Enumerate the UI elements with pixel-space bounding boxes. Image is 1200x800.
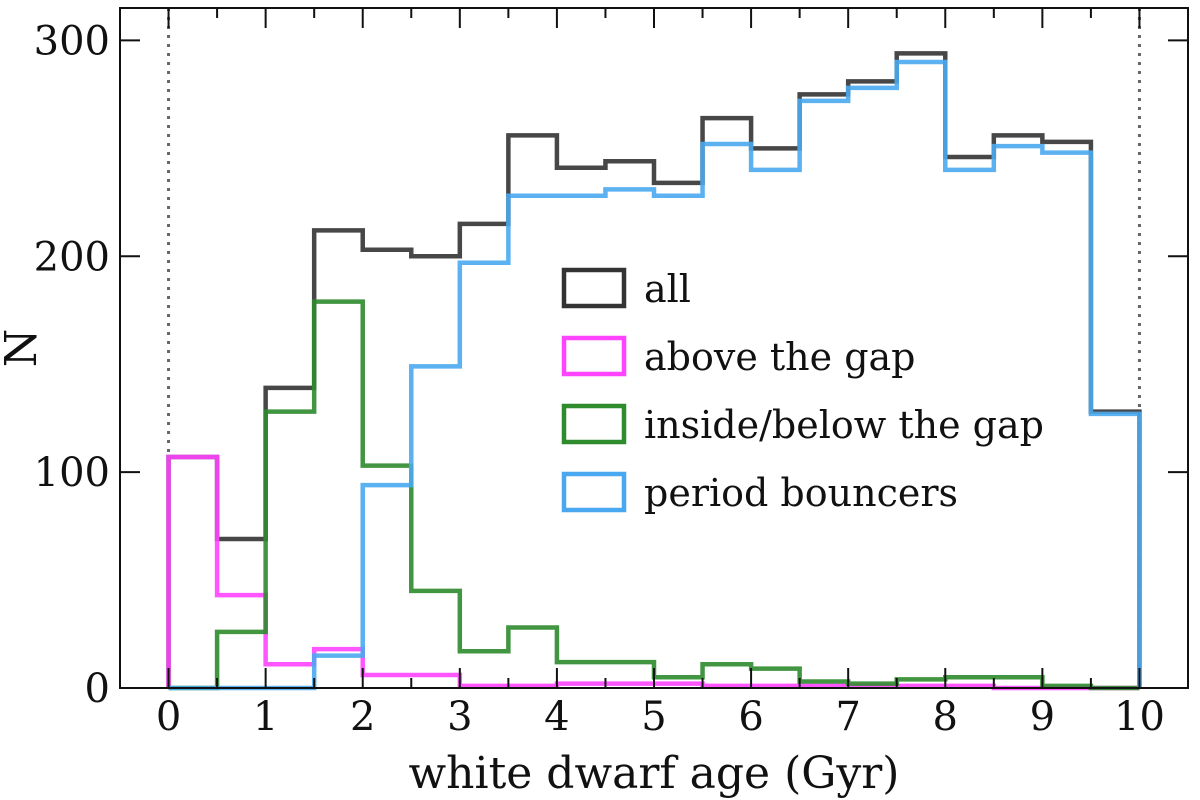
legend-swatch [561, 267, 627, 309]
x-tick-label: 7 [835, 694, 860, 740]
x-tick-label: 8 [933, 694, 958, 740]
x-tick-label: 6 [738, 694, 763, 740]
y-tick-label: 100 [34, 450, 110, 496]
legend-label: period bouncers [644, 471, 958, 515]
x-tick-label: 10 [1114, 694, 1165, 740]
x-tick-label: 5 [641, 694, 666, 740]
y-tick-label: 200 [34, 234, 110, 280]
x-tick-label: 1 [253, 694, 278, 740]
x-tick-label: 9 [1030, 694, 1055, 740]
x-tick-label: 0 [156, 694, 181, 740]
axis-ticks [120, 8, 1188, 689]
legend: all above the gap inside/below the gap peri… [561, 267, 1044, 515]
legend-swatch [561, 471, 627, 513]
x-tick-label: 3 [447, 694, 472, 740]
x-axis-label: white dwarf age (Gyr) [409, 748, 900, 799]
x-tick-label: 2 [350, 694, 375, 740]
legend-label: above the gap [644, 335, 916, 379]
legend-label: inside/below the gap [644, 403, 1044, 447]
legend-label: all [644, 267, 691, 311]
x-tick-label: 4 [544, 694, 569, 740]
legend-swatch [561, 335, 627, 377]
y-axis-label: N [0, 329, 47, 368]
legend-swatch [561, 403, 627, 445]
y-tick-label: 0 [85, 666, 110, 712]
y-tick-label: 300 [34, 18, 110, 64]
series-period-bouncers-outline [168, 59, 1142, 691]
